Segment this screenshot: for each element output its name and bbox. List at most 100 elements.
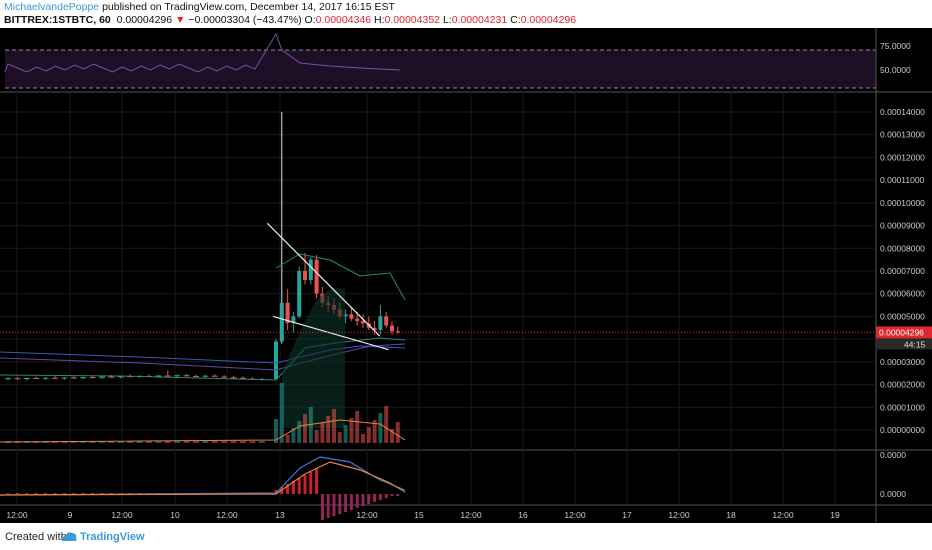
candle-body: [308, 259, 313, 281]
last-price-badge: [876, 326, 932, 339]
candle-body: [61, 377, 68, 379]
price-axis-background: [876, 28, 932, 523]
time-tick-label: 12:00: [460, 510, 482, 520]
price-tick-label: 0.00012000: [880, 152, 925, 162]
candle: [372, 320, 377, 335]
candle-body: [355, 318, 360, 321]
last-price: 0.00004296: [116, 14, 173, 26]
volume-ma: [0, 419, 406, 443]
close-label: C:: [510, 14, 521, 26]
volume-bar: [355, 411, 360, 443]
volume-bar: [230, 441, 237, 443]
macd-histogram-bar: [344, 494, 348, 512]
macd-histogram-bar: [309, 472, 313, 494]
volume-bar: [337, 432, 342, 443]
price-tick-label: 0.00011000: [880, 175, 925, 185]
candle-body: [42, 377, 49, 379]
candle-body: [361, 320, 365, 324]
volume-bar: [211, 441, 218, 443]
candle-body: [183, 375, 190, 377]
price-tick-label: 0.00006000: [880, 289, 925, 299]
author-link[interactable]: MichaelvandePoppe: [4, 1, 100, 13]
candle: [80, 376, 87, 380]
candle: [395, 326, 400, 334]
time-tick-label: 16: [518, 510, 528, 520]
candle-body: [202, 375, 209, 377]
chart-svg[interactable]: 12:00 9 12:00 10 12:00 13 12:00 15 12:00 16 12:00 1…: [0, 28, 932, 523]
rsi-line: [4, 32, 401, 73]
volume-bar: [361, 434, 365, 443]
candle-body: [117, 376, 124, 378]
candle: [378, 305, 383, 335]
macd-tick-label: 0.0000: [880, 450, 906, 460]
candle: [308, 257, 313, 285]
candle: [303, 252, 307, 285]
candle: [174, 374, 181, 378]
candle-body: [314, 259, 319, 294]
volume-bar: [193, 441, 199, 443]
candle: [221, 375, 228, 378]
macd-histogram-bar: [6, 493, 10, 494]
candle: [164, 370, 171, 377]
macd-histogram-bar: [100, 493, 104, 494]
candle: [70, 375, 77, 379]
candle-body: [155, 375, 162, 377]
candle: [274, 339, 278, 381]
candle-body: [395, 331, 400, 333]
candle: [42, 377, 49, 381]
macd-histogram-bar: [378, 494, 382, 500]
price-tick-label: 0.00005000: [880, 311, 925, 321]
plot-background: [0, 28, 876, 523]
volume-bar: [320, 423, 325, 443]
volume-bar: [303, 414, 307, 443]
candle: [314, 255, 319, 299]
candle-body: [230, 377, 237, 379]
volume-bar: [372, 420, 377, 443]
volume-bar: [378, 413, 383, 443]
volume-bar: [332, 409, 336, 443]
candle-body: [23, 377, 30, 380]
macd-histogram-bar: [326, 494, 330, 518]
volume-bar: [70, 441, 77, 443]
chart-header: MichaelvandePoppe published on TradingVi…: [0, 0, 932, 28]
macd-histogram-bar: [355, 494, 359, 508]
candle-body: [14, 378, 21, 380]
volume-bar: [343, 425, 348, 443]
macd-histogram-bar: [297, 478, 301, 494]
volume-bar: [285, 435, 290, 443]
price-tick-label: 0.00010000: [880, 198, 925, 208]
macd-histogram-bar: [390, 494, 394, 496]
candle: [297, 266, 302, 319]
candle-body: [174, 375, 181, 377]
volume-bar: [249, 441, 256, 443]
price-change: −0.00003304 (−43.47%): [188, 14, 302, 26]
price-tick-label: 0.00008000: [880, 243, 925, 253]
macd-histogram-bar: [119, 493, 123, 494]
volume-bar: [258, 441, 265, 443]
tradingview-brand[interactable]: TradingView: [80, 531, 145, 543]
candle: [5, 377, 11, 381]
macd-histogram-bar: [44, 493, 48, 494]
price-tick-label: 0.00014000: [880, 107, 925, 117]
bollinger-fill: [282, 288, 345, 428]
price-tick-label: 0.00009000: [880, 221, 925, 231]
volume-bar: [183, 441, 190, 443]
macd-histogram-bar: [396, 494, 400, 496]
price-tick-label: 0.00013000: [880, 130, 925, 140]
macd-histogram-bar: [384, 494, 388, 498]
low-value: 0.00004231: [451, 14, 508, 26]
candle: [390, 320, 394, 335]
macd-histogram-bar: [367, 494, 371, 504]
volume-bar: [136, 441, 143, 443]
volume-bar: [279, 383, 284, 443]
time-tick-label: 12:00: [6, 510, 28, 520]
candle: [14, 376, 21, 380]
candle-body: [378, 316, 383, 331]
volume-bar: [117, 441, 124, 443]
candle: [52, 376, 58, 379]
candle: [361, 314, 365, 328]
macd-histogram-bar: [62, 493, 66, 494]
created-with-text: Created with: [5, 531, 67, 543]
candle-body: [221, 376, 228, 378]
chart-area[interactable]: 12:00 9 12:00 10 12:00 13 12:00 15 12:00 16 12:00 1…: [0, 28, 932, 523]
